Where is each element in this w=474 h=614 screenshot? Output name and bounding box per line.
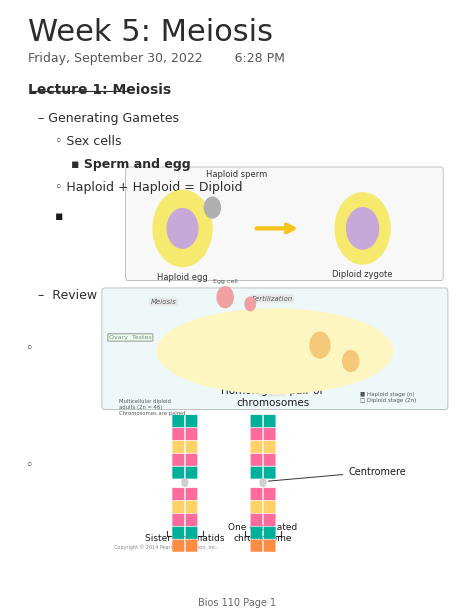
FancyBboxPatch shape <box>250 514 263 526</box>
FancyBboxPatch shape <box>250 441 263 453</box>
FancyBboxPatch shape <box>250 467 263 479</box>
Text: ▪ Sperm and egg: ▪ Sperm and egg <box>71 158 191 171</box>
Circle shape <box>346 208 379 249</box>
FancyBboxPatch shape <box>185 540 198 552</box>
Text: ◦ Sex cells: ◦ Sex cells <box>55 135 121 148</box>
FancyBboxPatch shape <box>250 488 263 500</box>
FancyBboxPatch shape <box>264 428 276 440</box>
Ellipse shape <box>156 308 393 394</box>
FancyBboxPatch shape <box>264 415 276 427</box>
Text: One duplicated
chromosome: One duplicated chromosome <box>228 523 298 543</box>
FancyBboxPatch shape <box>264 540 276 552</box>
Text: Meiosis: Meiosis <box>151 299 176 305</box>
FancyBboxPatch shape <box>250 501 263 513</box>
FancyBboxPatch shape <box>185 415 198 427</box>
FancyBboxPatch shape <box>185 527 198 539</box>
FancyBboxPatch shape <box>250 428 263 440</box>
Circle shape <box>260 479 266 486</box>
FancyBboxPatch shape <box>172 428 184 440</box>
FancyBboxPatch shape <box>172 415 184 427</box>
Text: Haploid sperm: Haploid sperm <box>206 170 268 179</box>
FancyBboxPatch shape <box>264 501 276 513</box>
FancyBboxPatch shape <box>172 501 184 513</box>
FancyBboxPatch shape <box>172 441 184 453</box>
FancyBboxPatch shape <box>185 514 198 526</box>
Text: ■ Haploid stage (n)
□ Diploid stage (2n): ■ Haploid stage (n) □ Diploid stage (2n) <box>360 392 417 403</box>
Text: –  Review: – Review <box>38 289 97 301</box>
FancyBboxPatch shape <box>185 488 198 500</box>
FancyBboxPatch shape <box>185 428 198 440</box>
FancyBboxPatch shape <box>185 441 198 453</box>
FancyBboxPatch shape <box>264 514 276 526</box>
Text: Bios 110 Page 1: Bios 110 Page 1 <box>198 598 276 608</box>
Circle shape <box>335 193 390 264</box>
FancyBboxPatch shape <box>264 488 276 500</box>
Text: Sister chromatids: Sister chromatids <box>145 534 225 543</box>
Text: Sperm cell: Sperm cell <box>252 311 285 316</box>
Text: Homologous pair of
chromosomes: Homologous pair of chromosomes <box>221 386 324 408</box>
Text: ◦ Haploid + Haploid = Diploid: ◦ Haploid + Haploid = Diploid <box>55 181 242 193</box>
Text: ◦: ◦ <box>25 342 32 356</box>
FancyBboxPatch shape <box>264 467 276 479</box>
Circle shape <box>343 351 359 371</box>
FancyBboxPatch shape <box>126 167 443 281</box>
Circle shape <box>153 190 212 266</box>
Text: Mitosis: Mitosis <box>260 389 285 395</box>
Text: Multicellular diploid
adults (2n = 46)
Chromosomes are paired: Multicellular diploid adults (2n = 46) C… <box>119 399 186 416</box>
Text: Ovary  Testes: Ovary Testes <box>109 335 152 340</box>
Text: Centromere: Centromere <box>268 467 406 481</box>
FancyBboxPatch shape <box>185 501 198 513</box>
FancyBboxPatch shape <box>172 527 184 539</box>
Circle shape <box>182 479 188 486</box>
FancyBboxPatch shape <box>264 527 276 539</box>
Circle shape <box>217 287 233 308</box>
FancyBboxPatch shape <box>102 288 448 410</box>
Text: Week 5: Meiosis: Week 5: Meiosis <box>28 18 273 47</box>
FancyBboxPatch shape <box>250 454 263 466</box>
Text: ▪: ▪ <box>55 210 63 223</box>
Text: Fertilization: Fertilization <box>252 296 293 302</box>
FancyBboxPatch shape <box>264 454 276 466</box>
FancyBboxPatch shape <box>172 514 184 526</box>
Circle shape <box>310 332 330 358</box>
FancyBboxPatch shape <box>172 540 184 552</box>
Circle shape <box>167 209 198 248</box>
Text: – Generating Gametes: – Generating Gametes <box>38 112 179 125</box>
FancyBboxPatch shape <box>172 488 184 500</box>
FancyBboxPatch shape <box>264 441 276 453</box>
FancyBboxPatch shape <box>250 540 263 552</box>
FancyBboxPatch shape <box>250 415 263 427</box>
Circle shape <box>204 197 220 218</box>
Text: Egg cell: Egg cell <box>213 279 237 284</box>
FancyBboxPatch shape <box>250 527 263 539</box>
FancyBboxPatch shape <box>172 454 184 466</box>
Text: Diploid zygote: Diploid zygote <box>332 270 393 279</box>
Text: Diploid
zygote
(2n = 46): Diploid zygote (2n = 46) <box>307 360 333 376</box>
Text: Haploid egg: Haploid egg <box>157 273 208 282</box>
Text: Copyright © 2014 Pearson Education, Inc.: Copyright © 2014 Pearson Education, Inc. <box>114 545 217 550</box>
Text: Friday, September 30, 2022        6:28 PM: Friday, September 30, 2022 6:28 PM <box>28 52 285 65</box>
Text: Lecture 1: Meiosis: Lecture 1: Meiosis <box>28 83 172 97</box>
FancyBboxPatch shape <box>185 467 198 479</box>
FancyBboxPatch shape <box>185 454 198 466</box>
Text: ◦: ◦ <box>25 459 32 472</box>
Circle shape <box>245 297 255 311</box>
FancyBboxPatch shape <box>172 467 184 479</box>
Text: 2n: 2n <box>347 373 355 378</box>
